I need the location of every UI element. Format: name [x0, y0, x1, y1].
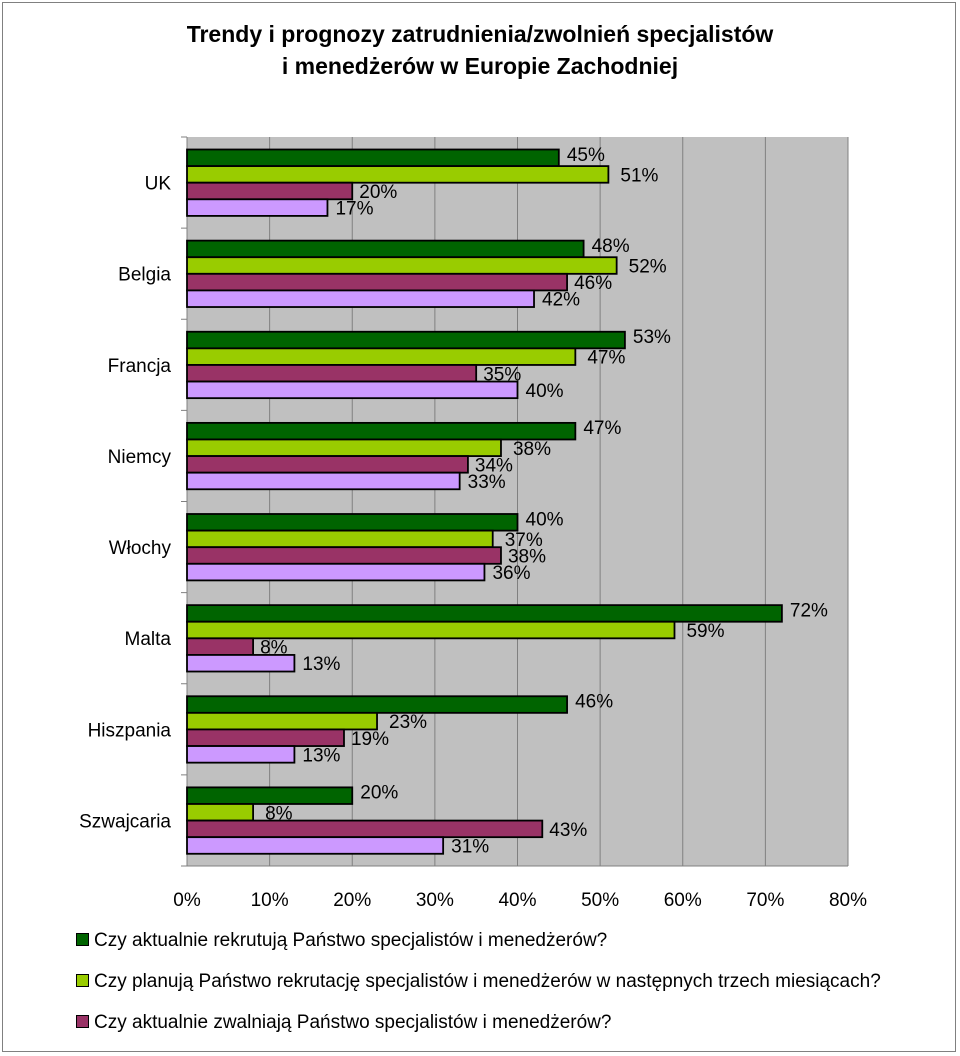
- bar-belgia-s2: [186, 256, 618, 275]
- x-tick-label: 60%: [664, 890, 702, 911]
- bar-francja-s1: [186, 330, 626, 350]
- bar-uk-s2: [186, 165, 610, 184]
- legend-swatch: [76, 974, 89, 987]
- bar-hiszpania-s2: [186, 711, 378, 731]
- x-tick-label: 80%: [829, 890, 867, 911]
- data-label-wlochy-s4: 36%: [492, 563, 530, 584]
- legend-swatch: [76, 1015, 89, 1028]
- category-label-hiszpania: Hiszpania: [88, 720, 172, 741]
- data-label-niemcy-s2: 38%: [513, 439, 551, 460]
- data-label-hiszpania-s1: 46%: [575, 692, 613, 713]
- data-label-wlochy-s1: 40%: [526, 509, 564, 530]
- bar-hiszpania-s4: [186, 745, 296, 764]
- bar-malta-s1: [186, 604, 783, 623]
- category-label-szwajcaria: Szwajcaria: [79, 811, 171, 832]
- data-label-niemcy-s3: 34%: [475, 455, 513, 476]
- bar-wlochy-s2: [186, 529, 494, 549]
- chart-title-line-1: Trendy i prognozy zatrudnienia/zwolnień …: [186, 21, 774, 47]
- bar-uk-s3: [186, 181, 354, 201]
- data-label-malta-s2: 59%: [686, 621, 724, 642]
- data-label-malta-s4: 13%: [302, 654, 340, 675]
- category-label-belgia: Belgia: [118, 265, 171, 286]
- data-label-szwajcaria-s3: 43%: [549, 820, 587, 841]
- legend-entry-laying-off: Czy aktualnie zwalniają Państwo specjali…: [76, 1011, 611, 1035]
- bar-szwajcaria-s2: [186, 803, 254, 822]
- bar-szwajcaria-s3: [186, 819, 544, 839]
- category-label-niemcy: Niemcy: [108, 447, 172, 468]
- data-label-hiszpania-s4: 13%: [302, 745, 340, 766]
- bar-francja-s3: [186, 364, 478, 383]
- category-label-wlochy: Włochy: [109, 538, 172, 559]
- data-label-francja-s4: 40%: [526, 381, 564, 402]
- data-label-hiszpania-s3: 19%: [351, 729, 389, 750]
- data-label-uk-s2: 51%: [620, 165, 658, 186]
- bar-malta-s2: [186, 620, 676, 640]
- category-label-francja: Francja: [108, 356, 172, 377]
- x-tick-label: 70%: [746, 890, 784, 911]
- bar-hiszpania-s3: [186, 728, 345, 747]
- bar-niemcy-s4: [186, 471, 461, 491]
- x-tick-label: 30%: [416, 890, 454, 911]
- data-label-szwajcaria-s2: 8%: [265, 803, 293, 824]
- legend-label: Czy aktualnie zwalniają Państwo specjali…: [94, 1012, 612, 1033]
- data-label-belgia-s4: 42%: [542, 290, 580, 311]
- bar-belgia-s1: [186, 239, 585, 259]
- bar-uk-s4: [186, 198, 329, 217]
- legend-entry-planning-recruitment: Czy planują Państwo rekrutację specjalis…: [76, 970, 881, 994]
- data-label-niemcy-s1: 47%: [583, 418, 621, 439]
- data-label-malta-s3: 8%: [260, 638, 288, 659]
- legend-entry-recruiting-now: Czy aktualnie rekrutują Państwo specjali…: [76, 929, 607, 953]
- x-tick-label: 50%: [581, 890, 619, 911]
- category-label-malta: Malta: [125, 629, 172, 650]
- x-tick-label: 40%: [498, 890, 536, 911]
- bar-uk-s1: [186, 148, 560, 168]
- data-label-belgia-s3: 46%: [574, 273, 612, 294]
- legend-label: Czy planują Państwo rekrutację specjalis…: [94, 971, 881, 992]
- bar-szwajcaria-s1: [186, 786, 354, 805]
- bar-malta-s4: [186, 654, 296, 673]
- x-tick-label: 0%: [173, 890, 201, 911]
- data-label-malta-s1: 72%: [790, 600, 828, 621]
- bar-niemcy-s1: [186, 421, 577, 441]
- bar-niemcy-s3: [186, 455, 469, 474]
- data-label-wlochy-s2: 37%: [505, 530, 543, 551]
- data-label-francja-s1: 53%: [633, 327, 671, 348]
- x-tick-label: 20%: [333, 890, 371, 911]
- bar-wlochy-s1: [186, 513, 519, 532]
- bar-francja-s4: [186, 380, 519, 400]
- bar-francja-s2: [186, 347, 577, 366]
- data-label-francja-s2: 47%: [587, 348, 625, 369]
- data-label-belgia-s1: 48%: [592, 236, 630, 257]
- data-label-szwajcaria-s4: 31%: [451, 836, 489, 857]
- data-label-wlochy-s3: 38%: [508, 547, 546, 568]
- bar-niemcy-s2: [186, 438, 502, 457]
- bar-wlochy-s4: [186, 562, 486, 582]
- data-label-uk-s3: 20%: [359, 182, 397, 203]
- data-label-uk-s4: 17%: [335, 199, 373, 220]
- chart-title-line-2: i menedżerów w Europie Zachodniej: [281, 53, 679, 79]
- bar-hiszpania-s1: [186, 695, 568, 714]
- data-label-szwajcaria-s1: 20%: [360, 783, 398, 804]
- data-label-belgia-s2: 52%: [629, 257, 667, 278]
- bar-belgia-s3: [186, 272, 568, 292]
- category-label-uk: UK: [145, 174, 172, 195]
- data-label-francja-s3: 35%: [483, 364, 521, 385]
- legend-label: Czy aktualnie rekrutują Państwo specjali…: [94, 930, 608, 951]
- legend-swatch: [76, 933, 89, 946]
- chart-title: Trendy i prognozy zatrudnienia/zwolnień …: [0, 18, 960, 82]
- data-label-uk-s1: 45%: [567, 145, 605, 166]
- data-label-niemcy-s4: 33%: [468, 472, 506, 493]
- bar-szwajcaria-s4: [186, 836, 445, 855]
- bar-wlochy-s3: [186, 546, 502, 565]
- bar-malta-s3: [186, 637, 254, 656]
- x-tick-label: 10%: [251, 890, 289, 911]
- data-label-hiszpania-s2: 23%: [389, 712, 427, 733]
- bar-belgia-s4: [186, 289, 535, 308]
